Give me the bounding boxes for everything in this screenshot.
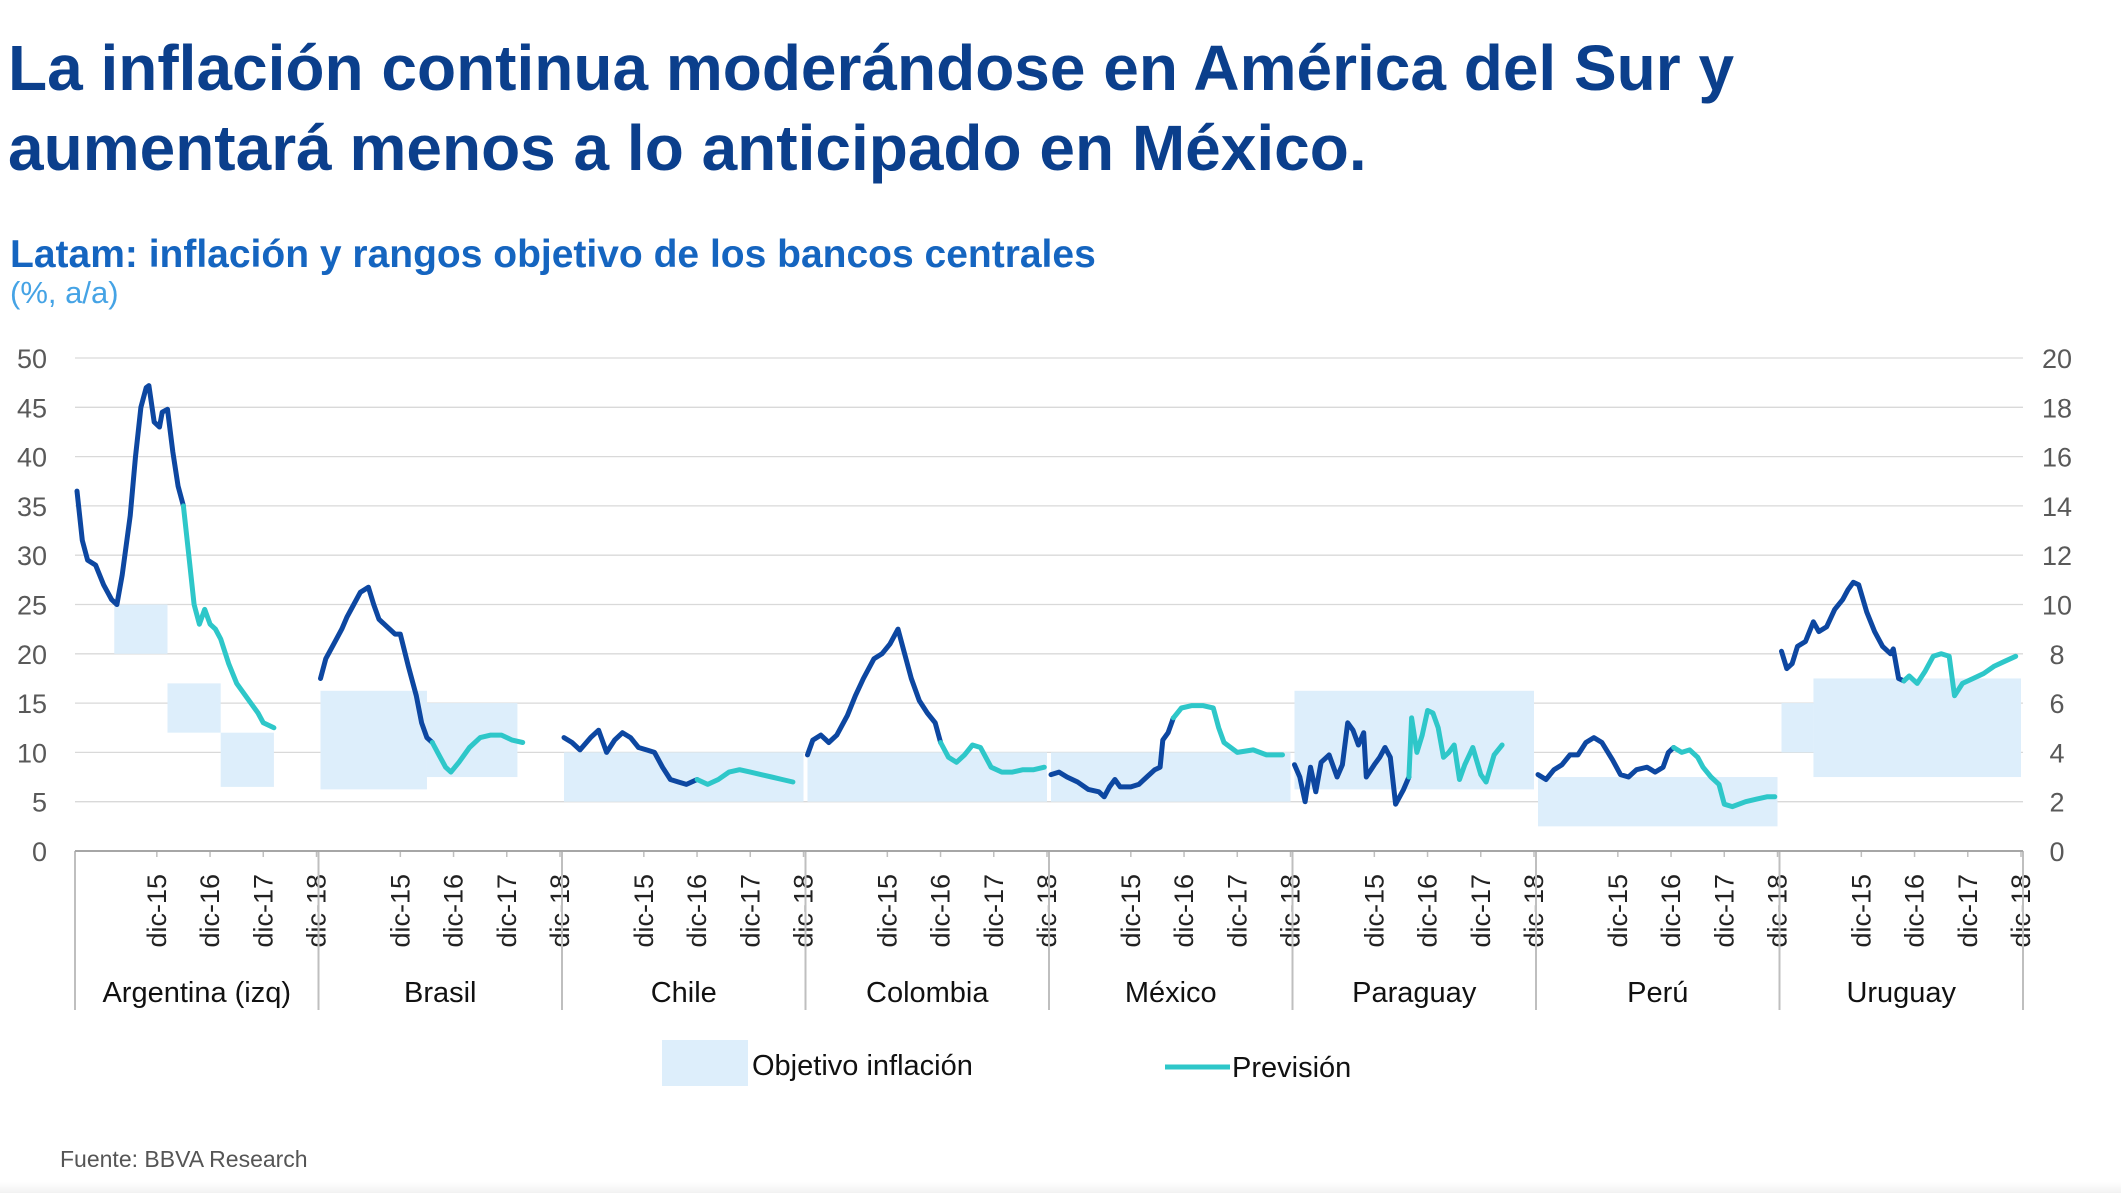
target-band	[1538, 777, 1778, 827]
x-tick-label: dic-16	[682, 874, 712, 948]
headline: La inflación continua moderándose en Amé…	[8, 28, 2098, 188]
x-tick-label: dic-17	[1466, 874, 1496, 948]
x-tick-label: dic-18	[1519, 874, 1549, 948]
forecast-line	[1170, 703, 1285, 758]
x-tick-label: dic-15	[1603, 874, 1633, 948]
x-tick-label: dic-17	[735, 874, 765, 948]
y-right-tick-label: 8	[2049, 640, 2064, 670]
x-tick-label: dic-15	[872, 874, 902, 948]
x-tick-label: dic-17	[1709, 874, 1739, 948]
historical-line	[561, 727, 700, 787]
country-label: Paraguay	[1352, 977, 1477, 1009]
target-band	[807, 752, 1047, 802]
forecast-line	[938, 740, 1047, 775]
x-tick-label: dic-18	[1763, 874, 1793, 948]
target-band	[320, 690, 427, 790]
x-tick-label: dic-15	[385, 874, 415, 948]
x-tick-label: dic-16	[926, 874, 956, 948]
x-tick-label: dic-16	[195, 874, 225, 948]
y-right-tick-label: 16	[2042, 443, 2072, 473]
country-label: Argentina (izq)	[102, 977, 291, 1009]
country-label: Chile	[651, 977, 717, 1009]
y-right-tick-label: 18	[2042, 393, 2072, 423]
x-tick-label: dic-15	[629, 874, 659, 948]
x-tick-label: dic-18	[1032, 874, 1062, 948]
forecast-line	[180, 503, 277, 731]
country-label: México	[1125, 977, 1217, 1009]
x-tick-label: dic-18	[545, 874, 575, 948]
x-tick-label: dic-16	[1900, 874, 1930, 948]
headline-line-2: aumentará menos a lo anticipado en Méxic…	[8, 112, 1367, 184]
historical-line	[1779, 579, 1907, 684]
y-right-tick-label: 12	[2042, 541, 2072, 571]
source-note: Fuente: BBVA Research	[60, 1146, 308, 1172]
legend-target-label: Objetivo inflación	[752, 1050, 973, 1082]
historical-line	[1292, 720, 1412, 807]
headline-line-1: La inflación continua moderándose en Amé…	[8, 32, 1735, 104]
forecast-line	[1406, 708, 1505, 785]
country-label: Uruguay	[1846, 977, 1956, 1009]
x-tick-label: dic-16	[1656, 874, 1686, 948]
x-tick-label: dic-17	[248, 874, 278, 948]
y-left-tick-label: 0	[32, 837, 47, 867]
x-tick-label: dic-16	[439, 874, 469, 948]
historical-line	[805, 626, 944, 758]
bottom-strip	[0, 1182, 2121, 1193]
y-right-tick-label: 6	[2049, 689, 2064, 719]
legend-target-swatch	[662, 1040, 748, 1086]
x-tick-label: dic-17	[1222, 874, 1252, 948]
target-band	[1813, 678, 2021, 778]
y-right-tick-label: 10	[2042, 591, 2072, 621]
country-label: Perú	[1627, 977, 1688, 1009]
target-band	[1781, 703, 1814, 753]
historical-line	[318, 584, 435, 745]
y-left-tick-label: 20	[17, 640, 47, 670]
x-tick-label: dic-18	[1276, 874, 1306, 948]
x-tick-label: dic-15	[1359, 874, 1389, 948]
target-band	[1051, 752, 1291, 802]
x-tick-label: dic-15	[1116, 874, 1146, 948]
y-right-tick-label: 20	[2042, 344, 2072, 374]
historical-line	[1535, 735, 1677, 782]
y-left-tick-label: 10	[17, 738, 47, 768]
y-left-tick-label: 30	[17, 541, 47, 571]
forecast-line	[694, 767, 796, 787]
x-tick-label: dic-17	[979, 874, 1009, 948]
y-left-tick-label: 40	[17, 443, 47, 473]
forecast-line	[1901, 651, 2019, 699]
y-left-tick-label: 25	[17, 591, 47, 621]
inflation-panel-chart: 0 0 5 2 10 4 15 6 20 8 25 10 30 12 35 14 40 16 45 18 50 20 dic…	[17, 344, 2072, 1086]
chart-title: Latam: inflación y rangos objetivo de lo…	[10, 233, 1096, 276]
x-tick-label: dic-15	[1846, 874, 1876, 948]
historical-line	[1048, 715, 1176, 800]
target-band	[220, 732, 274, 787]
y-right-tick-label: 2	[2049, 788, 2064, 818]
x-tick-label: dic-18	[2006, 874, 2036, 948]
legend-forecast-label: Previsión	[1232, 1052, 1351, 1084]
y-left-tick-label: 35	[17, 492, 47, 522]
y-left-tick-label: 15	[17, 689, 47, 719]
country-label: Brasil	[404, 977, 477, 1009]
y-right-tick-label: 0	[2049, 837, 2064, 867]
forecast-line	[1671, 745, 1778, 810]
x-tick-label: dic-18	[789, 874, 819, 948]
forecast-line	[429, 732, 526, 775]
chart-subtitle: (%, a/a)	[10, 275, 119, 310]
x-tick-label: dic-17	[1953, 874, 1983, 948]
x-tick-label: dic-16	[1413, 874, 1443, 948]
target-band	[426, 703, 518, 778]
historical-line	[74, 383, 186, 607]
y-right-tick-label: 14	[2042, 492, 2072, 522]
x-tick-label: dic-15	[142, 874, 172, 948]
x-tick-label: dic-18	[302, 874, 332, 948]
country-label: Colombia	[866, 977, 989, 1009]
x-tick-label: dic-17	[492, 874, 522, 948]
y-right-tick-label: 4	[2049, 738, 2064, 768]
x-tick-label: dic-16	[1169, 874, 1199, 948]
y-left-tick-label: 45	[17, 393, 47, 423]
y-left-tick-label: 50	[17, 344, 47, 374]
target-band	[114, 604, 168, 654]
target-band	[167, 683, 221, 733]
y-left-tick-label: 5	[32, 788, 47, 818]
